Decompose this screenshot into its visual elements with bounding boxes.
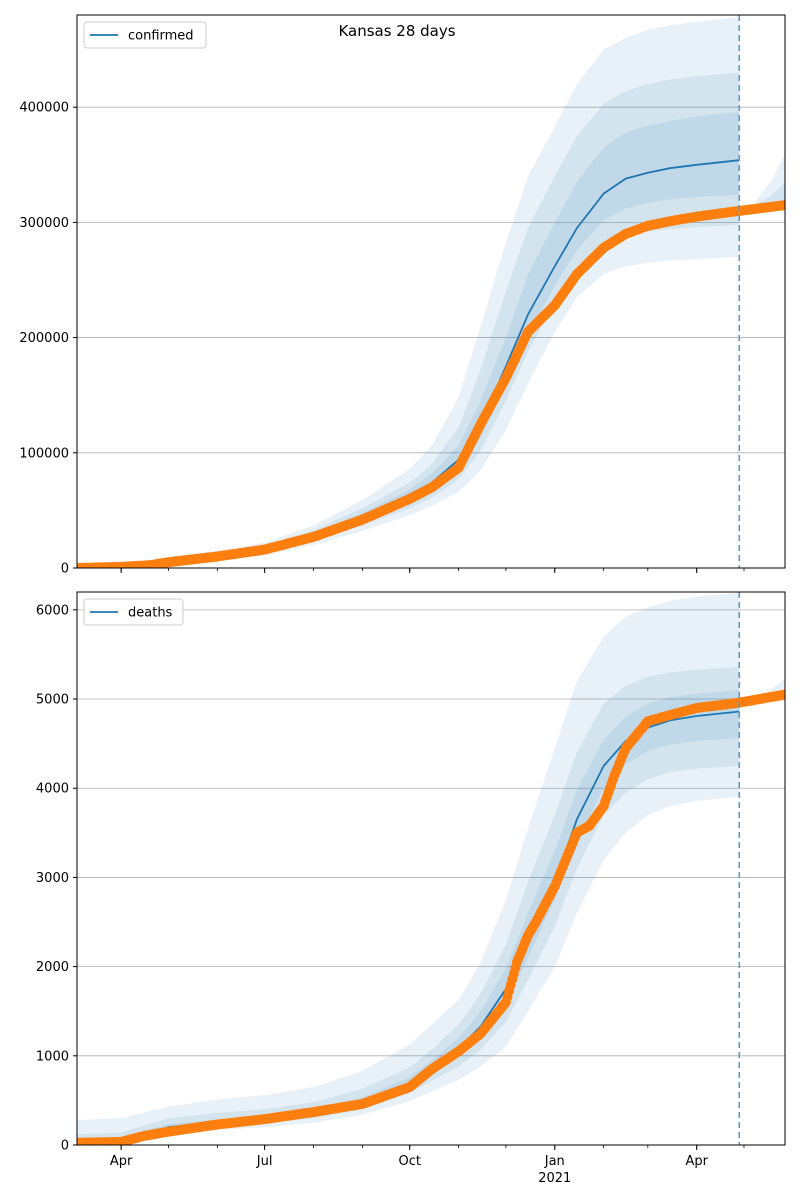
panel-deaths: 0 1000 2000 3000 4000 5000 6000 Apr Jul Oct Jan Apr… [36,591,786,1186]
legend-label: confirmed [128,29,194,44]
x-tick-label: Apr [110,1154,133,1169]
y-tick-label: 2000 [36,960,69,975]
y-tick-label: 200000 [19,331,69,346]
figure-title: Kansas 28 days [338,22,455,40]
legend-box [83,21,207,49]
plot-area [77,17,785,568]
y-tick-label: 1000 [36,1049,69,1064]
uncertainty-band-middle [77,666,740,1145]
axes-frame [76,14,786,569]
uncertainty-band-outer [77,592,740,1145]
y-tick-label: 0 [61,562,69,577]
legend: deaths [83,598,184,626]
x-tick-label: Jul [256,1154,273,1169]
y-tick-label: 400000 [19,101,69,116]
x-tick-label: Oct [398,1154,420,1169]
y-tick-label: 0 [61,1139,69,1154]
y-tick-label: 6000 [36,603,69,618]
observed-point [780,200,785,211]
plot-area [77,592,785,1145]
forecast-band-outer [755,153,785,209]
x-tick-label: Jan [544,1154,565,1169]
y-tick-label: 5000 [36,693,69,708]
legend-label: deaths [128,606,173,621]
uncertainty-band-inner [77,111,740,568]
x-year-label: 2021 [538,1171,571,1186]
uncertainty-band-inner [77,690,740,1145]
uncertainty-band-outer [77,17,740,568]
observed-point [780,689,785,700]
axes-frame [76,591,786,1146]
uncertainty-band-middle [77,72,740,568]
legend: confirmed [83,21,207,49]
legend-box [83,598,184,626]
y-tick-label: 4000 [36,782,69,797]
panel-confirmed: 0 100000 200000 300000 400000 confirmed [19,14,786,577]
y-tick-label: 100000 [19,446,69,461]
x-tick-label: Apr [685,1154,708,1169]
y-tick-label: 3000 [36,871,69,886]
y-tick-label: 300000 [19,216,69,231]
